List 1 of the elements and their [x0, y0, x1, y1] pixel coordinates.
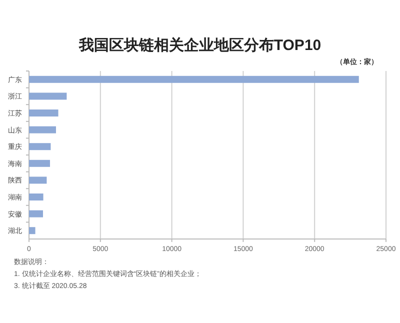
chart-title: 我国区块链相关企业地区分布TOP10 [78, 37, 322, 54]
